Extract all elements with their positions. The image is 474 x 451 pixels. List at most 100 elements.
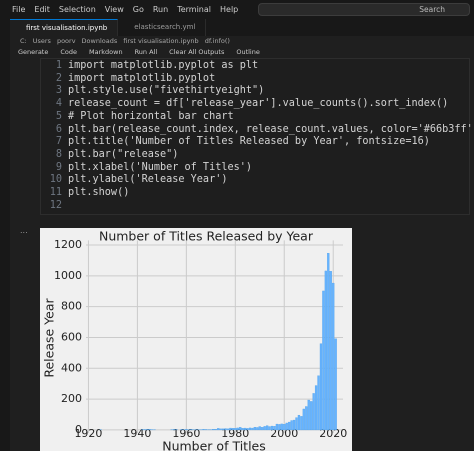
menu-item[interactable]: View	[104, 5, 124, 14]
menu-item[interactable]: Help	[220, 5, 239, 14]
code-line: plt.xlabel('Number of Titles')	[68, 161, 253, 173]
line-number: 1	[55, 60, 62, 71]
x-tick-label: 1940	[123, 427, 151, 440]
code-cell[interactable]	[40, 58, 470, 215]
bar	[265, 425, 269, 431]
breadcrumb-item[interactable]: df.info()	[204, 37, 230, 45]
line-number: 12	[49, 199, 62, 211]
bar	[214, 428, 217, 431]
toolbar-button[interactable]: Markdown	[89, 48, 123, 56]
bar	[312, 393, 315, 431]
y-axis-label: Release Year	[42, 298, 57, 378]
menu-item[interactable]: Edit	[34, 5, 50, 14]
y-tick-label: 400	[61, 361, 82, 374]
chart-background	[40, 228, 352, 451]
tab-bar	[10, 19, 474, 36]
breadcrumb-item[interactable]: poorv	[56, 37, 76, 45]
y-tick-label: 1000	[54, 269, 82, 282]
bar	[285, 422, 288, 431]
toolbar-button[interactable]: Code	[60, 48, 77, 56]
tab[interactable]: first visualisation.ipynb	[10, 19, 119, 36]
tab[interactable]: elasticsearch.yml	[118, 19, 207, 36]
x-tick-label: 1920	[74, 427, 102, 440]
bar	[241, 428, 244, 431]
x-tick-label: 1960	[172, 427, 200, 440]
breadcrumb: C: Users poorv Downloads first visualisation…	[20, 37, 230, 45]
menu: File Edit Selection View Go Run Terminal Help	[12, 0, 238, 19]
line-number: 3	[55, 85, 62, 97]
bar	[148, 429, 151, 431]
bar	[185, 429, 188, 431]
bar	[229, 427, 232, 431]
bar	[202, 428, 205, 431]
bar	[288, 421, 291, 431]
line-number: 11	[49, 187, 62, 198]
y-tick-label: 200	[61, 392, 82, 405]
y-tick-label: 600	[61, 330, 82, 343]
code-line: plt.ylabel('Release Year')	[68, 174, 228, 186]
menu-item[interactable]: Go	[132, 5, 144, 14]
breadcrumb-item[interactable]: first visualisation.ipynb	[123, 37, 199, 45]
bar	[280, 423, 283, 431]
line-number: 4	[55, 98, 62, 110]
line-number: 2	[55, 72, 62, 84]
y-tick-label: 0	[75, 423, 82, 436]
code-line: plt.bar(release_count.index, release_cou…	[68, 123, 474, 135]
toolbar-button[interactable]: Generate	[18, 48, 49, 56]
code-line: plt.style.use("fivethirtyeight")	[68, 85, 265, 97]
menu-item[interactable]: Terminal	[177, 5, 211, 14]
bar	[324, 270, 327, 431]
bar	[246, 428, 249, 431]
bar	[258, 426, 261, 431]
bar	[236, 427, 239, 431]
bar	[302, 408, 305, 431]
x-tick-label: 2020	[319, 427, 347, 440]
breadcrumb-item[interactable]: Users	[32, 37, 51, 45]
menu-item[interactable]: Run	[152, 5, 169, 14]
menu-item[interactable]: Selection	[58, 5, 96, 14]
line-number: 6	[55, 123, 62, 135]
bar	[332, 282, 335, 431]
bar	[334, 338, 337, 431]
activity-bar	[0, 19, 10, 451]
x-tick-label: 2000	[270, 427, 298, 440]
toolbar-button[interactable]: Outline	[236, 48, 260, 56]
code-line: plt.show()	[68, 187, 130, 198]
bar	[307, 399, 310, 431]
menu-item[interactable]: File	[12, 5, 26, 14]
bar	[305, 406, 308, 431]
bar	[275, 423, 279, 431]
bar	[212, 428, 215, 431]
bar	[224, 428, 227, 431]
line-number: 5	[55, 110, 62, 122]
line-number: 7	[55, 136, 62, 148]
bar	[253, 426, 257, 431]
bar	[283, 424, 286, 431]
code-line: import matplotlib.pyplot as plt	[68, 60, 259, 71]
x-axis-label: Number of Titles	[162, 439, 266, 451]
code-line: plt.title('Number of Titles Released by …	[68, 136, 430, 148]
code-line: release_count = df['release_year'].value…	[68, 98, 449, 110]
toolbar-button[interactable]: Run All	[134, 48, 158, 56]
breadcrumb-item[interactable]: C:	[20, 37, 27, 45]
toolbar-button[interactable]: Clear All Outputs	[169, 48, 225, 56]
bar	[322, 290, 325, 431]
code-line: plt.bar("release")	[68, 148, 179, 160]
breadcrumb-item[interactable]: Downloads	[81, 37, 118, 45]
bar	[310, 401, 313, 431]
y-tick-label: 800	[61, 300, 82, 313]
bar	[221, 428, 225, 431]
bar	[297, 414, 301, 431]
tabs: first visualisation.ipynb elasticsearch.y…	[10, 19, 207, 36]
output-marker[interactable]: ...	[20, 226, 28, 235]
search-box[interactable]: Search	[258, 3, 470, 16]
bar	[278, 424, 281, 431]
bar	[226, 428, 230, 431]
x-tick-label: 1980	[221, 427, 249, 440]
chart-output: Number of Titles Released by Year Releas…	[40, 228, 352, 451]
bar	[239, 427, 242, 431]
bar	[329, 271, 332, 431]
notebook-toolbar: Generate Code Markdown Run All Clear All Out…	[18, 48, 260, 56]
bar	[248, 427, 252, 431]
